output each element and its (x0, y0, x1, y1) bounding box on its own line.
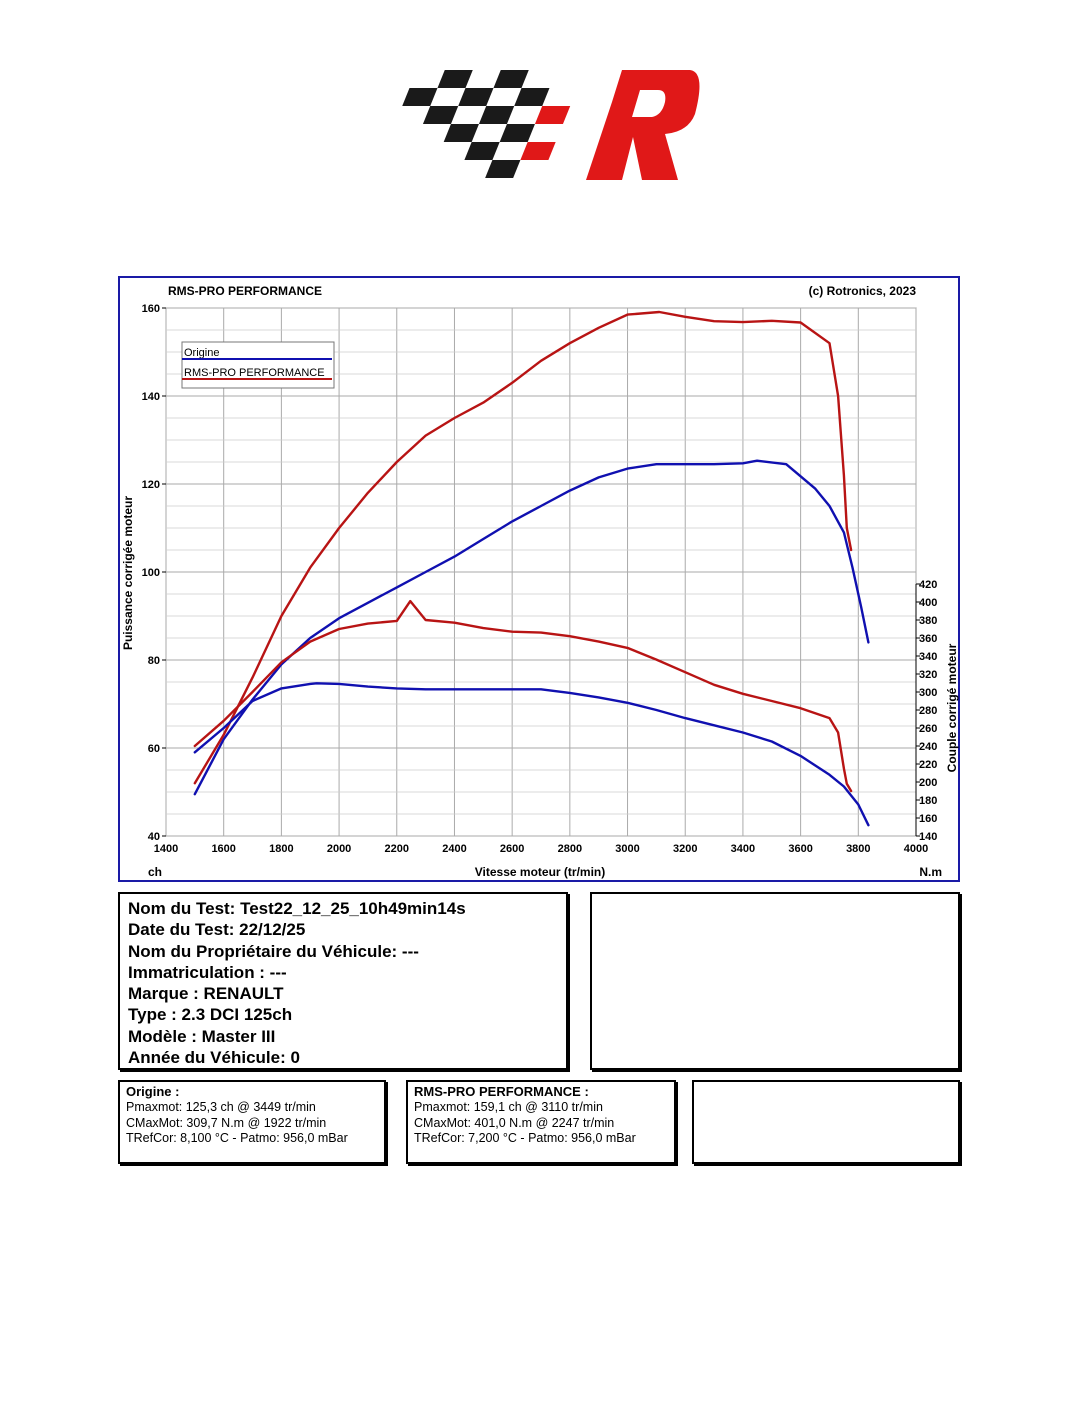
chart-svg: 1400 1600 1800 2000 2200 2400 2600 2800 3000 3200… (121, 284, 959, 879)
x-tick-label: 1800 (269, 843, 293, 855)
y-right-tick-label: 260 (919, 723, 937, 735)
owner-name: Nom du Propriétaire du Véhicule: --- (128, 941, 419, 961)
y-right-tick-label: 180 (919, 795, 937, 807)
x-tick-label: 1400 (154, 843, 178, 855)
y-left-tick-label: 140 (142, 391, 160, 403)
x-tick-label: 2200 (385, 843, 409, 855)
x-tick-label: 2600 (500, 843, 524, 855)
test-date: Date du Test: 22/12/25 (128, 920, 306, 940)
series-line-rms-torque (193, 599, 853, 793)
x-tick-label: 2000 (327, 843, 351, 855)
chart-series (193, 310, 870, 827)
y-right-tick-label: 380 (919, 615, 937, 627)
y-right-tick-label: 420 (919, 579, 937, 591)
x-unit-left: ch (148, 865, 162, 879)
notes-box (590, 892, 960, 1070)
results-rms-tref: TRefCor: 7,200 °C - Patmo: 956,0 mBar (414, 1131, 636, 1145)
dyno-chart: 1400 1600 1800 2000 2200 2400 2600 2800 3000 3200… (118, 276, 960, 882)
series-line-rms-power (193, 310, 853, 785)
results-rms-title: RMS-PRO PERFORMANCE : (414, 1084, 589, 1099)
results-rms-pmax: Pmaxmot: 159,1 ch @ 3110 tr/min (414, 1100, 603, 1114)
vehicle-info-box: Nom du Test: Test22_12_25_10h49min14s Da… (118, 892, 568, 1070)
y-left-tick-label: 40 (148, 831, 160, 843)
chart-header-right: (c) Rotronics, 2023 (809, 284, 917, 298)
chart-legend: Origine RMS-PRO PERFORMANCE (181, 341, 335, 389)
y-left-tick-label: 60 (148, 743, 160, 755)
x-unit-right: N.m (919, 865, 942, 879)
chart-grid: 1400 1600 1800 2000 2200 2400 2600 2800 3000 3200… (142, 303, 938, 855)
y-right-tick-label: 220 (919, 759, 937, 771)
x-tick-label: 3600 (788, 843, 812, 855)
rms-pro-logo (402, 70, 700, 180)
results-origine-box: Origine : Pmaxmot: 125,3 ch @ 3449 tr/mi… (118, 1080, 386, 1164)
results-origine-cmax: CMaxMot: 309,7 N.m @ 1922 tr/min (126, 1115, 327, 1130)
series-line-origine-torque (193, 682, 870, 827)
x-tick-label: 3200 (673, 843, 697, 855)
x-tick-label: 3800 (846, 843, 870, 855)
vehicle-type: Type : 2.3 DCI 125ch (128, 1005, 293, 1025)
y-left-tick-label: 120 (142, 479, 160, 491)
x-tick-label: 4000 (904, 843, 928, 855)
registration: Immatriculation : --- (128, 962, 287, 982)
y-right-tick-label: 360 (919, 633, 937, 645)
results-origine-tref: TRefCor: 8,100 °C - Patmo: 956,0 mBar (126, 1131, 348, 1145)
y-left-tick-label: 100 (142, 567, 160, 579)
x-axis-label: Vitesse moteur (tr/min) (475, 865, 605, 879)
legend-item-rms: RMS-PRO PERFORMANCE (184, 367, 325, 379)
y-left-tick-label: 80 (148, 655, 160, 667)
results-origine-title: Origine : (126, 1084, 180, 1099)
vehicle-model: Modèle : Master III (128, 1026, 276, 1046)
chart-header-left: RMS-PRO PERFORMANCE (168, 284, 322, 298)
y-right-tick-label: 400 (919, 597, 937, 609)
series-line-origine-power (193, 459, 870, 796)
x-tick-label: 2400 (442, 843, 466, 855)
y-right-tick-label: 200 (919, 777, 937, 789)
results-rms-box: RMS-PRO PERFORMANCE : Pmaxmot: 159,1 ch … (406, 1080, 676, 1164)
y-right-tick-label: 340 (919, 651, 937, 663)
y-right-tick-label: 160 (919, 813, 937, 825)
x-tick-label: 1600 (211, 843, 235, 855)
y-right-tick-label: 280 (919, 705, 937, 717)
legend-item-origine: Origine (184, 347, 219, 359)
y-right-tick-label: 320 (919, 669, 937, 681)
y-left-tick-label: 160 (142, 303, 160, 315)
results-extra-box (692, 1080, 960, 1164)
x-tick-label: 3400 (731, 843, 755, 855)
vehicle-year: Année du Véhicule: 0 (128, 1048, 300, 1068)
x-tick-label: 2800 (558, 843, 582, 855)
results-rms-cmax: CMaxMot: 401,0 N.m @ 2247 tr/min (414, 1115, 615, 1130)
vehicle-brand: Marque : RENAULT (128, 984, 284, 1004)
x-tick-label: 3000 (615, 843, 639, 855)
y-axis-right-label: Couple corrigé moteur (945, 643, 959, 772)
test-name: Nom du Test: Test22_12_25_10h49min14s (128, 899, 466, 918)
y-right-tick-label: 240 (919, 741, 937, 753)
y-right-tick-label: 140 (919, 831, 937, 843)
y-axis-left-label: Puissance corrigée moteur (121, 496, 135, 650)
results-origine-pmax: Pmaxmot: 125,3 ch @ 3449 tr/min (126, 1100, 316, 1114)
y-right-tick-label: 300 (919, 687, 937, 699)
